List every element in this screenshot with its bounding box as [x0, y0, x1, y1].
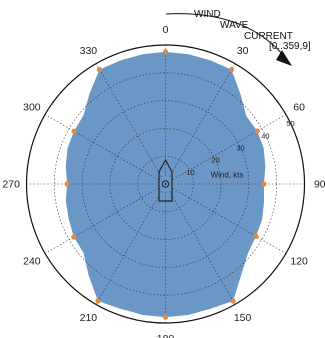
- radial-tick-label: 40: [261, 131, 269, 140]
- angle-tick-label: 30: [237, 45, 249, 57]
- spoke-60: [172, 114, 287, 181]
- spoke-330: [95, 63, 162, 177]
- boundary-marker-0: [162, 49, 169, 55]
- boundary-marker-330: [96, 67, 103, 73]
- grid-layer: [25, 44, 306, 324]
- legend-arrowhead: [276, 50, 292, 66]
- boundary-marker-90: [261, 181, 267, 187]
- spoke-120: [172, 187, 287, 254]
- spoke-210: [95, 191, 162, 305]
- angle-tick-label: 0: [163, 24, 169, 36]
- boundary-marker-150: [230, 298, 236, 304]
- grid-ring-10: [137, 155, 194, 213]
- angle-tick-label: 150: [234, 312, 252, 324]
- angle-tick-label: 120: [290, 256, 308, 268]
- boundary-marker-300: [71, 128, 77, 134]
- ship-icon: [158, 158, 173, 202]
- radial-tick-label: 10: [186, 168, 194, 177]
- legend-item-wind: WIND: [194, 9, 221, 20]
- angle-tick-label: 90: [314, 179, 325, 191]
- legend-range-label: [0..359,9]: [269, 41, 311, 52]
- angle-tick-label: 300: [23, 101, 41, 113]
- radial-axis-label: Wind, kts: [211, 171, 244, 180]
- boundary-marker-120: [253, 233, 259, 239]
- spoke-300: [44, 114, 159, 181]
- legend-item-current: CURRENT: [244, 31, 293, 42]
- grid-ring-30: [81, 100, 250, 268]
- angle-tick-label: 180: [157, 333, 175, 338]
- legend-item-wave: WAVE: [220, 20, 249, 31]
- boundary-marker-240: [71, 234, 77, 240]
- grid-ring-20: [109, 128, 222, 240]
- angle-tick-label: 240: [23, 256, 41, 268]
- label-layer: 0 30 60 90 120 150 180 210 240 270 300 330 10 20 30 40 5…: [2, 24, 325, 338]
- radial-tick-label: 50: [286, 119, 294, 128]
- boundary-marker-210: [95, 298, 101, 304]
- radial-tick-label: 30: [236, 143, 244, 152]
- boundary-marker-180: [162, 314, 169, 320]
- spoke-150: [169, 191, 236, 305]
- angle-tick-label: 330: [80, 45, 98, 57]
- radial-tick-label: 20: [211, 156, 219, 165]
- angle-tick-label: 60: [293, 101, 305, 113]
- boundary-marker-270: [64, 181, 70, 187]
- boundary-marker-60: [254, 128, 260, 134]
- angle-tick-label: 210: [80, 312, 98, 324]
- boundary-marker-30: [228, 67, 235, 73]
- marker-layer: [64, 49, 267, 320]
- angle-tick-label: 270: [2, 179, 20, 191]
- spoke-30: [169, 63, 236, 177]
- direction-legend: WIND WAVE CURRENT [0..359,9]: [165, 9, 311, 66]
- spoke-240: [44, 187, 159, 254]
- legend-arc-arrow: [165, 13, 285, 57]
